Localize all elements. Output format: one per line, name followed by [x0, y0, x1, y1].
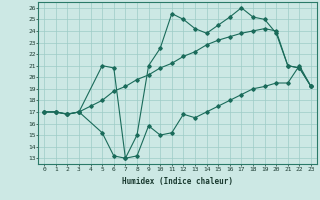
- X-axis label: Humidex (Indice chaleur): Humidex (Indice chaleur): [122, 177, 233, 186]
